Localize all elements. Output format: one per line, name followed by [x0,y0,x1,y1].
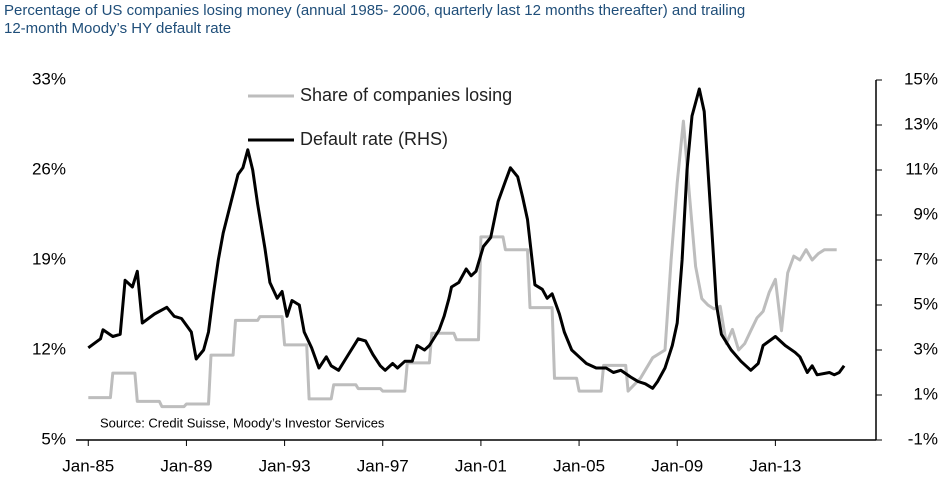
y-tick-label: 33% [32,69,66,88]
x-tick-label: Jan-97 [357,456,409,475]
y-tick-label: 26% [32,159,66,178]
y-tick-label: 19% [32,249,66,268]
series-line [88,119,837,409]
x-tick-label: Jan-13 [749,456,801,475]
chart-title: Percentage of US companies losing money … [4,2,745,19]
annotation-box [96,412,432,436]
y2-tick-label: 9% [913,204,938,223]
y2-tick-label: -1% [908,429,938,448]
y2-tick-label: 5% [913,294,938,313]
chart-title: 12-month Moody’s HY default rate [4,20,231,37]
annotation: Source: Credit Suisse, Moody’s Investor … [100,415,385,430]
x-tick-label: Jan-09 [651,456,703,475]
x-tick-label: Jan-93 [259,456,311,475]
y2-tick-label: 11% [905,159,938,178]
x-tick-label: Jan-05 [553,456,605,475]
x-tick-label: Jan-01 [455,456,507,475]
y2-tick-label: 7% [913,249,938,268]
y2-tick-label: 15% [904,69,938,88]
legend-label: Default rate (RHS) [300,129,448,149]
y2-tick-label: 3% [913,339,938,358]
y-tick-label: 5% [41,429,66,448]
y2-tick-label: 1% [913,384,938,403]
legend-label: Share of companies losing [300,85,512,105]
x-tick-label: Jan-89 [160,456,212,475]
x-tick-label: Jan-85 [62,456,114,475]
y2-tick-label: 13% [904,114,938,133]
series-line [87,87,846,390]
y-tick-label: 12% [32,339,66,358]
